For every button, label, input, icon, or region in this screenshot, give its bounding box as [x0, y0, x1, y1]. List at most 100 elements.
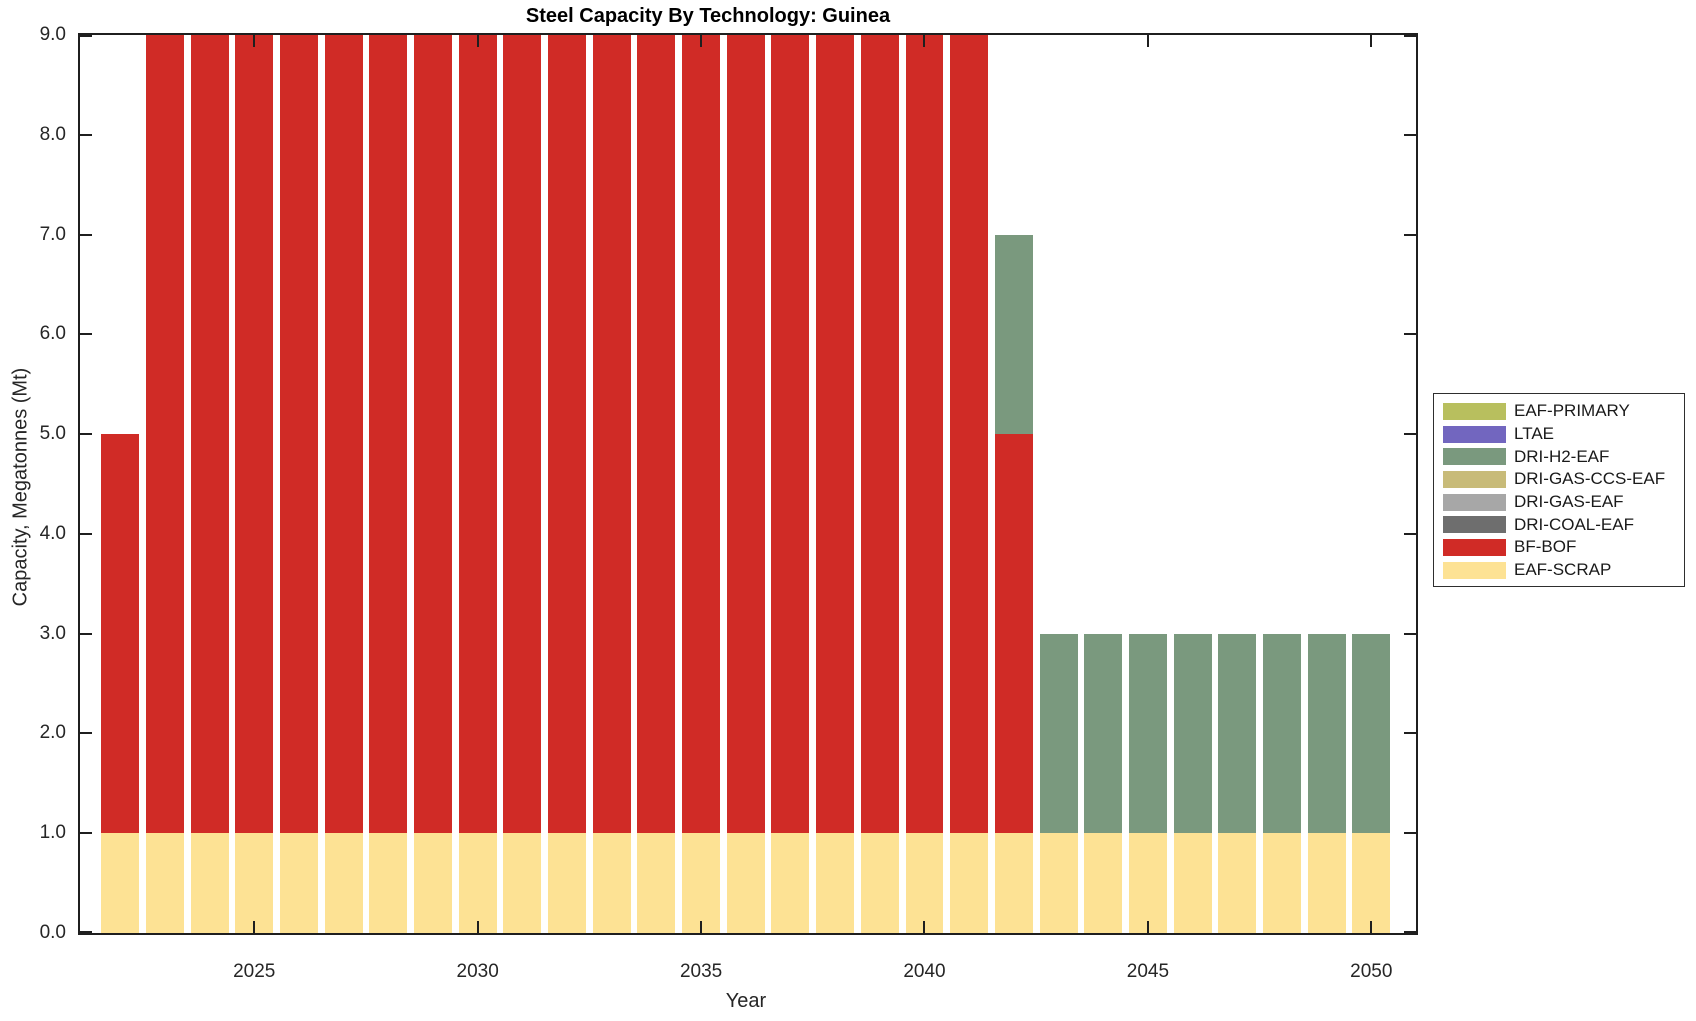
x-tick-2050 — [1370, 921, 1373, 933]
y-tick-right-9 — [1404, 35, 1416, 37]
x-tick-top-2030 — [476, 35, 479, 47]
bar-2043-eaf-scrap — [1039, 833, 1078, 933]
plot-area — [78, 33, 1418, 935]
bar-2045-eaf-scrap — [1128, 833, 1167, 933]
x-tick-label-2040: 2040 — [903, 961, 946, 982]
x-tick-top-2035 — [700, 35, 703, 47]
legend-label-dri-gas-eaf: DRI-GAS-EAF — [1514, 492, 1624, 512]
bar-2033-bf-bof — [592, 35, 631, 834]
bar-2024-bf-bof — [190, 35, 229, 834]
y-tick-2 — [80, 732, 92, 735]
legend-entry-bf-bof: BF-BOF — [1434, 536, 1684, 559]
bar-2041-bf-bof — [950, 35, 989, 834]
y-tick-1 — [80, 832, 92, 835]
legend-label-eaf-scrap: EAF-SCRAP — [1514, 560, 1612, 580]
bar-2036-bf-bof — [726, 35, 765, 834]
y-tick-label-8.0: 8.0 — [39, 123, 66, 145]
bar-2029-eaf-scrap — [414, 833, 452, 933]
bar-2050-eaf-scrap — [1352, 833, 1391, 933]
y-tick-label-1.0: 1.0 — [39, 822, 66, 844]
bar-2040-eaf-scrap — [905, 833, 944, 933]
bar-2026-bf-bof — [279, 35, 318, 834]
bar-2033-eaf-scrap — [592, 833, 631, 933]
y-tick-right-8 — [1404, 133, 1416, 136]
legend-swatch-bf-bof — [1443, 538, 1506, 556]
bar-2037-bf-bof — [771, 35, 810, 834]
legend-entry-dri-coal-eaf: DRI-COAL-EAF — [1434, 513, 1684, 536]
bar-2045-dri-h2-eaf — [1128, 633, 1167, 834]
bar-2040-bf-bof — [905, 35, 944, 834]
y-tick-label-4.0: 4.0 — [39, 522, 66, 544]
bar-2026-eaf-scrap — [279, 833, 318, 933]
bar-2034-bf-bof — [637, 35, 676, 834]
bar-2047-eaf-scrap — [1218, 833, 1257, 933]
bar-2042-bf-bof — [994, 434, 1033, 834]
bar-2049-dri-h2-eaf — [1307, 633, 1346, 834]
legend-label-ltae: LTAE — [1514, 424, 1554, 444]
legend-swatch-dri-gas-eaf — [1443, 493, 1506, 511]
bar-2030-eaf-scrap — [458, 833, 497, 933]
y-tick-right-7 — [1404, 233, 1416, 236]
y-tick-label-2.0: 2.0 — [39, 722, 66, 744]
legend-swatch-dri-gas-ccs-eaf — [1443, 470, 1506, 488]
bar-2039-eaf-scrap — [860, 833, 899, 933]
legend-entry-dri-gas-ccs-eaf: DRI-GAS-CCS-EAF — [1434, 468, 1684, 491]
bar-2027-eaf-scrap — [324, 833, 363, 933]
y-tick-5 — [80, 433, 92, 436]
y-tick-label-9.0: 9.0 — [39, 24, 66, 45]
bar-2028-bf-bof — [369, 35, 408, 834]
legend-swatch-eaf-scrap — [1443, 561, 1506, 579]
bar-2025-eaf-scrap — [235, 833, 274, 933]
x-tick-top-2045 — [1146, 35, 1149, 47]
y-tick-right-6 — [1404, 333, 1416, 336]
x-tick-2045 — [1146, 921, 1149, 933]
y-tick-label-0.0: 0.0 — [39, 922, 66, 943]
bar-2049-eaf-scrap — [1307, 833, 1346, 933]
legend-entry-dri-gas-eaf: DRI-GAS-EAF — [1434, 491, 1684, 514]
bar-2030-bf-bof — [458, 35, 497, 834]
y-tick-right-5 — [1404, 433, 1416, 436]
bar-2050-dri-h2-eaf — [1352, 633, 1391, 834]
x-tick-top-2025 — [253, 35, 256, 47]
bar-2042-eaf-scrap — [994, 833, 1033, 933]
y-tick-label-6.0: 6.0 — [39, 323, 66, 345]
x-tick-label-2035: 2035 — [679, 961, 723, 982]
legend-entry-eaf-primary: EAF-PRIMARY — [1434, 400, 1684, 423]
legend-swatch-ltae — [1443, 425, 1506, 443]
x-tick-label-2030: 2030 — [456, 961, 499, 982]
legend-entry-eaf-scrap: EAF-SCRAP — [1434, 559, 1684, 582]
y-tick-4 — [80, 532, 92, 535]
x-tick-2035 — [700, 921, 703, 933]
bar-2046-eaf-scrap — [1173, 833, 1212, 933]
legend-entry-dri-h2-eaf: DRI-H2-EAF — [1434, 445, 1684, 468]
x-tick-2030 — [476, 921, 479, 933]
y-tick-8 — [80, 133, 92, 136]
y-tick-3 — [80, 632, 92, 635]
bar-2023-eaf-scrap — [145, 833, 184, 933]
x-axis-label: Year — [725, 990, 767, 1012]
legend-swatch-dri-coal-eaf — [1443, 516, 1506, 534]
y-tick-7 — [80, 233, 92, 236]
y-tick-right-2 — [1404, 732, 1416, 735]
bar-2024-eaf-scrap — [190, 833, 229, 933]
y-tick-right-1 — [1404, 832, 1416, 835]
bar-2046-dri-h2-eaf — [1173, 633, 1212, 834]
bar-2031-bf-bof — [503, 35, 542, 834]
bar-2022-bf-bof — [101, 434, 140, 834]
bar-2038-bf-bof — [816, 35, 855, 834]
legend-entry-ltae: LTAE — [1434, 423, 1684, 446]
y-tick-9 — [80, 35, 92, 37]
y-tick-label-7.0: 7.0 — [39, 223, 66, 245]
y-tick-right-3 — [1404, 632, 1416, 635]
y-tick-0 — [80, 931, 92, 933]
legend-label-eaf-primary: EAF-PRIMARY — [1514, 401, 1630, 421]
y-tick-right-0 — [1404, 931, 1416, 933]
bar-2037-eaf-scrap — [771, 833, 810, 933]
y-tick-6 — [80, 333, 92, 336]
x-tick-top-2040 — [923, 35, 926, 47]
legend-label-bf-bof: BF-BOF — [1514, 537, 1577, 557]
x-tick-label-2045: 2045 — [1126, 961, 1170, 982]
legend-swatch-dri-h2-eaf — [1443, 448, 1506, 466]
bar-2027-bf-bof — [324, 35, 363, 834]
